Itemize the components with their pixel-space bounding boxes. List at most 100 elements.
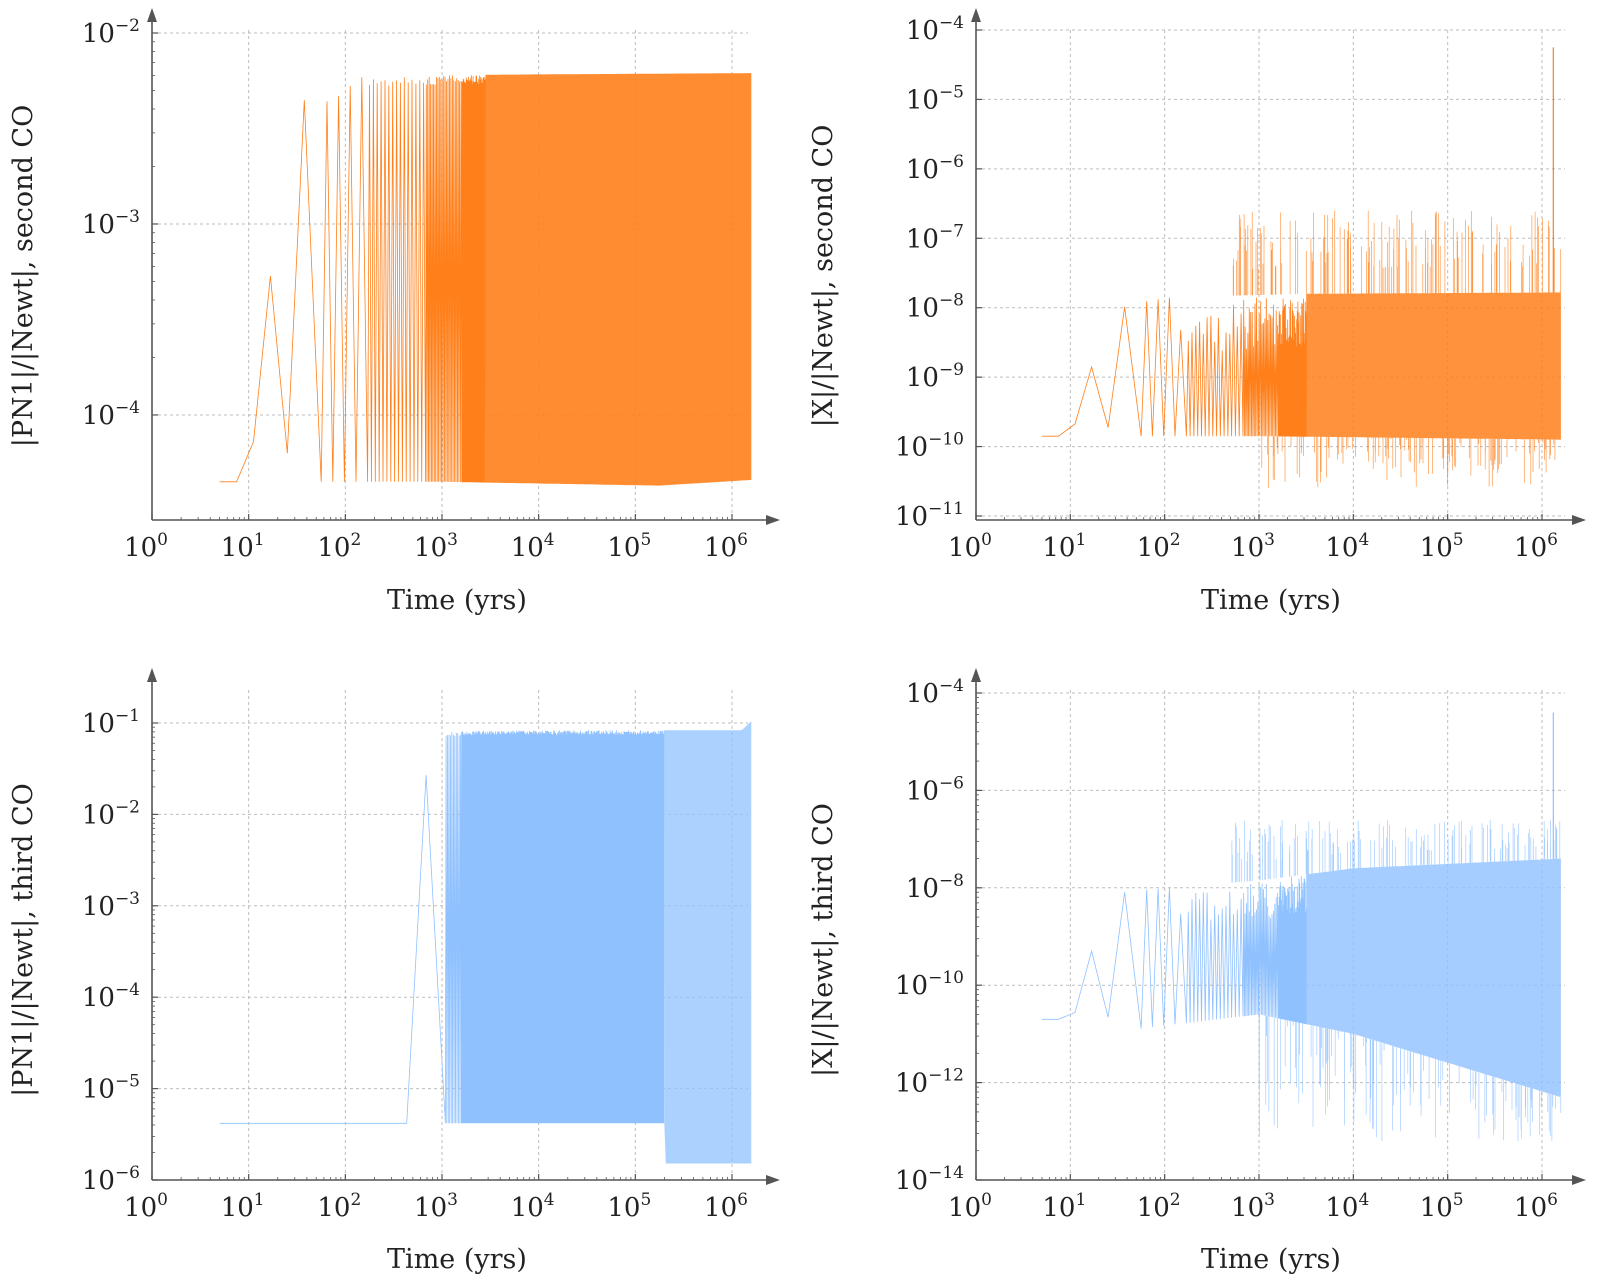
y-axis-arrow-tl [147,8,157,22]
x-tick-base: 10 [1231,533,1264,563]
y-tick-exp: −7 [939,221,964,241]
y-tick-exp: −3 [115,889,140,909]
y-tick-base: 10 [906,874,939,904]
x-tick-label-tl: 101 [221,530,265,563]
x-tick-base: 10 [704,1193,737,1223]
y-tick-base: 10 [906,363,939,393]
y-tick-label-tl: 10−4 [82,398,140,431]
y-axis-arrow-tr [971,8,981,22]
y-tick-exp: −11 [928,499,964,519]
x-tick-base: 10 [317,1193,350,1223]
x-tick-exp: 6 [1547,530,1558,550]
y-tick-label-br: 10−12 [895,1066,964,1099]
y-tick-base: 10 [906,294,939,324]
x-tick-label-br: 102 [1137,1190,1181,1223]
x-tick-exp: 6 [737,530,748,550]
y-tick-exp: −14 [928,1163,964,1183]
x-tick-label-bl: 101 [221,1190,265,1223]
x-tick-exp: 2 [1170,530,1181,550]
x-axis-title-bl: Time (yrs) [387,1244,527,1275]
y-tick-exp: −2 [115,797,140,817]
y-tick-exp: −5 [939,82,964,102]
x-axis-arrow-tl [766,515,780,525]
x-tick-exp: 1 [1075,530,1086,550]
series-band-tr [1306,292,1561,440]
x-tick-exp: 5 [1453,1190,1464,1210]
x-tick-label-tr: 103 [1231,530,1275,563]
x-tick-exp: 1 [254,1190,265,1210]
y-tick-label-tr: 10−4 [906,13,964,46]
x-tick-exp: 2 [1170,1190,1181,1210]
x-tick-label-tl: 106 [704,530,748,563]
y-tick-label-tr: 10−9 [906,360,964,393]
y-tick-label-br: 10−14 [895,1163,964,1196]
series-line-tl [219,75,486,483]
y-tick-exp: −6 [939,773,964,793]
y-tick-base: 10 [82,401,115,431]
x-tick-base: 10 [124,533,157,563]
y-tick-exp: −2 [115,16,140,36]
x-tick-base: 10 [1514,533,1547,563]
x-tick-label-br: 105 [1420,1190,1464,1223]
y-tick-exp: −10 [928,968,964,988]
x-tick-label-tl: 100 [124,530,168,563]
y-tick-label-br: 10−4 [906,676,964,709]
x-tick-exp: 0 [981,530,992,550]
x-tick-exp: 5 [640,1190,651,1210]
y-tick-base: 10 [82,892,115,922]
x-tick-base: 10 [1325,533,1358,563]
y-tick-exp: −6 [115,1163,140,1183]
y-tick-base: 10 [82,1075,115,1105]
y-axis-arrow-br [971,668,981,682]
x-tick-base: 10 [221,1193,254,1223]
x-tick-exp: 4 [544,530,555,550]
y-tick-base: 10 [895,971,928,1001]
x-tick-base: 10 [948,1193,981,1223]
y-tick-base: 10 [82,983,115,1013]
x-tick-exp: 0 [157,530,168,550]
x-tick-label-bl: 106 [704,1190,748,1223]
y-tick-exp: −4 [939,13,964,33]
x-tick-base: 10 [1231,1193,1264,1223]
x-tick-exp: 2 [350,530,361,550]
x-tick-base: 10 [1042,533,1075,563]
y-tick-base: 10 [895,502,928,532]
x-tick-label-tr: 101 [1042,530,1086,563]
x-tick-exp: 1 [1075,1190,1086,1210]
x-tick-label-br: 106 [1514,1190,1558,1223]
y-axis-arrow-bl [147,668,157,682]
x-tick-label-tl: 103 [414,530,458,563]
x-tick-base: 10 [1325,1193,1358,1223]
y-tick-exp: −6 [939,152,964,172]
x-axis-arrow-bl [766,1175,780,1185]
x-tick-base: 10 [124,1193,157,1223]
series-line-br [1042,875,1307,1029]
x-tick-base: 10 [414,533,447,563]
x-tick-label-bl: 100 [124,1190,168,1223]
chart-panel-tr: 100 101 102 103 104 105 10610−1110−1010−910−81… [895,8,1586,563]
x-tick-exp: 3 [1264,1190,1275,1210]
series-band-bl [664,721,752,1164]
x-tick-base: 10 [1042,1193,1075,1223]
y-tick-exp: −1 [115,706,140,726]
y-tick-exp: −3 [115,207,140,227]
y-tick-base: 10 [906,776,939,806]
y-tick-base: 10 [895,1069,928,1099]
chart-panel-bl: 100 101 102 103 104 105 10610−610−510−410−310−… [82,668,780,1223]
y-tick-label-bl: 10−5 [82,1072,140,1105]
y-tick-label-tr: 10−11 [895,499,964,532]
x-tick-base: 10 [607,1193,640,1223]
y-tick-label-tl: 10−3 [82,207,140,240]
y-axis-title-br: |X|/|Newt|, third CO [808,803,839,1077]
x-tick-label-tr: 106 [1514,530,1558,563]
y-tick-label-tr: 10−10 [895,430,964,463]
x-tick-label-bl: 102 [317,1190,361,1223]
y-tick-exp: −4 [939,676,964,696]
y-tick-label-br: 10−10 [895,968,964,1001]
x-tick-exp: 2 [350,1190,361,1210]
x-tick-label-br: 103 [1231,1190,1275,1223]
x-tick-label-br: 101 [1042,1190,1086,1223]
x-tick-base: 10 [1420,1193,1453,1223]
x-tick-label-tl: 104 [511,530,555,563]
